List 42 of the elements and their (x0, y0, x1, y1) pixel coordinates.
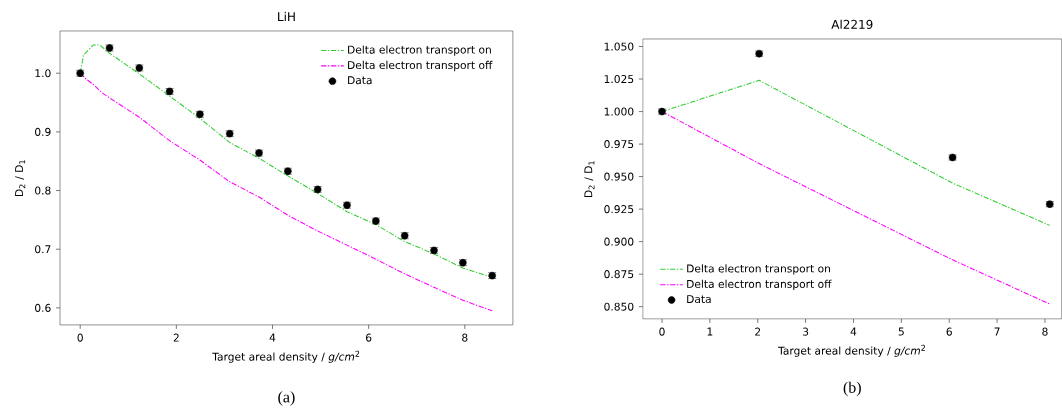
x-tick-label: 8 (462, 333, 468, 342)
legend-label: Delta electron transport off (348, 60, 493, 72)
y-tick-label: 0.950 (604, 172, 634, 181)
legend-label: Data (348, 76, 372, 85)
text: (b) (843, 381, 861, 397)
y-tick-label: 0.6 (35, 303, 51, 312)
y-axis-title: D$_{2}$ / D$_{1}$ (584, 161, 595, 198)
x-tick-label: 4 (269, 333, 276, 342)
x-tick-label: 3 (803, 327, 809, 336)
y-tick-label: 1.050 (604, 42, 634, 51)
text: (a) (278, 391, 295, 406)
y-tick-label: 1.000 (604, 107, 634, 116)
legend-label: Delta electron transport on (687, 264, 830, 275)
x-tick-label: 4 (850, 327, 857, 336)
x-tick-label: 2 (173, 333, 179, 342)
x-tick-label: 0 (77, 333, 83, 342)
legend-label: Delta electron transport off (687, 279, 832, 290)
y-tick-label: 0.850 (604, 302, 634, 311)
x-tick-label: 1 (707, 327, 713, 336)
x-tick-label: 5 (898, 327, 904, 336)
x-axis-title: Target areal density / g/cm$^{2}$ (778, 344, 925, 357)
legend-label: Data (687, 295, 711, 304)
x-tick-label: 6 (366, 333, 372, 342)
y-tick-label: 0.900 (604, 237, 634, 246)
x-tick-label: 2 (755, 327, 761, 336)
y-tick-label: 1.0 (35, 69, 51, 78)
x-tick-label: 0 (659, 327, 665, 336)
y-tick-label: 1.025 (604, 74, 634, 84)
x-tick-label: 8 (1042, 327, 1048, 336)
y-tick-label: 0.975 (604, 140, 634, 149)
y-tick-label: 0.7 (35, 245, 51, 254)
x-tick-label: 6 (946, 327, 952, 336)
x-tick-label: 7 (994, 327, 1000, 336)
chart-title: Al2219 (831, 19, 873, 29)
y-tick-label: 0.8 (35, 186, 51, 195)
y-tick-label: 0.9 (35, 127, 51, 136)
x-axis-title: Target areal density / g/cm$^{2}$ (212, 350, 360, 363)
y-tick-label: 0.925 (604, 205, 634, 214)
legend-label: Delta electron transport on (348, 45, 491, 56)
y-tick-label: 0.875 (604, 270, 634, 279)
chart-title: LiH (278, 11, 295, 21)
y-axis-title: D$_{2}$ / D$_{1}$ (15, 160, 26, 197)
